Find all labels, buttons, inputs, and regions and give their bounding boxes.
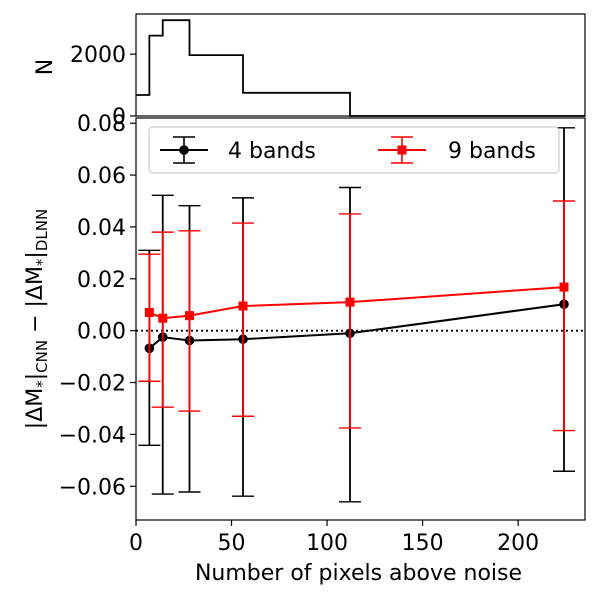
- main-ylabel: |ΔM*|CNN − |ΔM*|DLNN: [23, 209, 51, 429]
- histogram-ytick-label: 2000: [70, 43, 126, 68]
- ylabel-star: *: [33, 380, 51, 388]
- main-xtick-label: 50: [218, 531, 246, 556]
- main-xtick-label: 150: [402, 531, 444, 556]
- legend-9-bands: 9 bands: [378, 136, 536, 164]
- series-9-bands: [138, 200, 575, 432]
- main-ytick-label: −0.06: [59, 475, 126, 500]
- ylabel-bar: |: [23, 373, 48, 380]
- main-ytick-label: 0.00: [77, 320, 126, 345]
- main-frame: [135, 117, 586, 521]
- histogram-frame: [135, 13, 586, 117]
- main-xtick-label: 100: [306, 531, 348, 556]
- ylabel-sub-dlnn: DLNN: [33, 209, 51, 251]
- ylabel-part: − |ΔM: [23, 266, 48, 340]
- ylabel-bar: |: [23, 251, 48, 258]
- main-ytick-label: 0.02: [77, 268, 126, 293]
- main-xtick-label: 200: [497, 531, 539, 556]
- legend-4-bands-marker: [179, 145, 189, 155]
- main-xlabel: Number of pixels above noise: [195, 561, 522, 586]
- legend-4-bands: 4 bands: [160, 136, 316, 164]
- main-xtick-label: 0: [129, 531, 143, 556]
- series-9-bands-point: [559, 282, 569, 292]
- histogram-steps: [136, 19, 585, 117]
- series-4-bands: [138, 127, 575, 503]
- legend-4-bands-label: 4 bands: [228, 139, 316, 164]
- main-ytick-label: 0.04: [77, 216, 126, 241]
- legend: 4 bands 9 bands: [148, 126, 560, 174]
- ylabel-star: *: [33, 258, 51, 266]
- legend-9-bands-label: 9 bands: [448, 139, 536, 164]
- series-9-bands-point: [144, 308, 154, 318]
- histogram-ytick-label: 0: [112, 105, 126, 130]
- main-ytick-label: −0.02: [59, 372, 126, 397]
- main-ytick-label: 0.06: [77, 164, 126, 189]
- legend-9-bands-marker: [397, 145, 407, 155]
- series-9-bands-point: [238, 301, 248, 311]
- main-ytick-label: 0.08: [77, 112, 126, 137]
- ylabel-sub-cnn: CNN: [33, 340, 51, 373]
- histogram-panel: 0 2000 N: [33, 13, 586, 130]
- main-ytick-label: −0.04: [59, 423, 126, 448]
- legend-box: [148, 126, 560, 174]
- main-ylabel-text: |ΔM*|CNN − |ΔM*|DLNN: [23, 209, 51, 429]
- ylabel-part: |ΔM: [23, 388, 48, 429]
- series-9-bands-point: [158, 313, 168, 323]
- series-9-bands-point: [184, 311, 194, 321]
- series-9-bands-point: [345, 297, 355, 307]
- histogram-ylabel: N: [33, 59, 58, 75]
- main-panel: 0.08 0.06 0.04 0.02 0.00 −0.02 −0.04 −0.06 0 50 10…: [59, 112, 586, 586]
